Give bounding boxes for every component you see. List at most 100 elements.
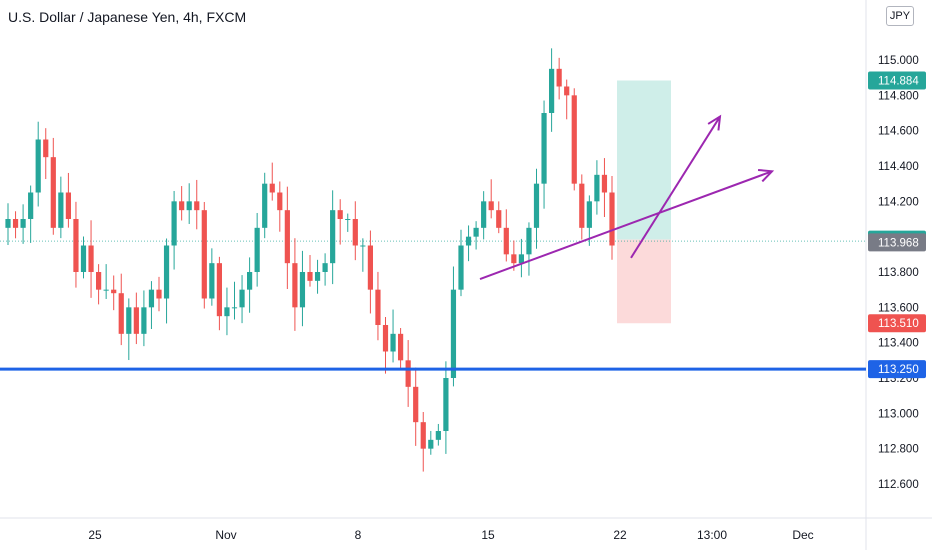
candle-body [28,192,34,219]
time-tick-label: 8 [355,528,362,542]
candle-body [428,439,434,449]
price-tick-label: 113.800 [878,267,919,279]
candle [428,430,434,455]
candle [526,222,532,276]
candle-body [345,219,351,220]
candle [375,271,381,341]
candle-body [405,360,411,387]
candle-body [50,157,56,228]
price-tag-label-current: 113.968 [878,237,919,249]
candle-body [360,245,366,247]
candle-body [413,386,419,423]
candle [35,121,41,207]
candle-body [503,227,509,255]
projection-arrow [630,116,721,259]
time-tick-label: 22 [613,528,627,542]
candle-body [96,272,102,290]
candle-body [337,210,343,219]
candle-body [398,333,404,361]
candle [420,411,426,472]
candle-body [420,422,426,449]
candle-body [435,431,441,440]
candle-body [73,219,79,272]
candle-body [390,333,396,352]
candle [28,185,34,243]
candle [5,203,11,246]
candle [292,238,298,331]
price-tick-label: 112.800 [878,444,919,456]
candle-body [564,86,570,96]
candle-body [12,219,19,228]
candle [518,238,524,278]
candle [231,281,238,320]
candle-body [148,289,155,308]
candle-body [179,201,185,211]
candle-body [330,210,336,264]
candle [345,213,351,232]
candle-body [43,139,49,158]
stop-zone [617,239,671,324]
candle-body [186,201,192,211]
candle [96,264,102,305]
candle-body [201,210,207,299]
candle [473,221,479,250]
candle-body [231,307,238,309]
currency-button[interactable]: JPY [886,6,914,26]
candle [496,201,502,234]
candle-body [556,68,562,87]
candle-body [194,201,200,211]
candle [262,172,268,239]
candle-body [58,192,64,228]
candle-body [247,272,253,290]
candle-body [352,219,358,246]
candle-body [216,263,222,317]
candle-body [322,263,328,272]
candle-body [224,307,230,317]
candle-body [5,219,11,228]
price-tag-target [868,71,926,90]
candle-body [586,201,592,228]
candle [269,162,275,201]
candle-body [284,210,290,264]
price-tick-label: 114.200 [878,196,919,208]
candle-body [171,201,177,246]
candle-body [526,227,532,255]
candle-body [496,210,502,228]
candle [413,367,419,446]
candle [465,225,472,262]
candle-body [533,183,540,228]
candle [435,423,441,446]
candle-body [88,245,94,272]
candle [601,158,608,218]
price-tag-support [868,360,926,379]
candle-body [601,174,608,193]
candle [314,259,321,294]
candle [571,88,577,191]
candle [111,275,117,311]
candle [367,230,373,314]
candle [352,201,358,261]
candle [239,275,245,324]
candle-body [541,113,547,184]
candle-body [111,289,117,294]
candle [405,340,411,407]
candle [277,181,283,232]
chart-title: U.S. Dollar / Japanese Yen, 4h, FXCM [8,9,247,25]
candle-body [511,254,517,264]
candle-body [382,325,389,352]
candle [88,220,94,298]
candle-body [20,219,26,228]
candle-body [481,201,487,228]
candle [481,191,487,240]
candle [209,248,215,306]
candle [541,100,547,209]
candle [163,238,170,324]
price-tag-current [868,233,926,252]
candle [443,361,449,454]
candle-body [262,183,268,228]
candle-body [126,307,132,334]
target-zone [617,80,671,240]
candle [179,186,185,221]
price-tick-label: 112.600 [878,479,919,491]
